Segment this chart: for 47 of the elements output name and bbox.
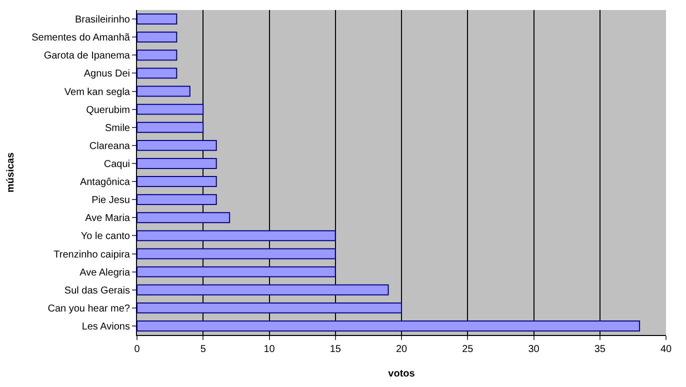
bar [137,212,230,224]
bar [137,104,204,115]
bar [137,122,204,133]
y-tick-label: Vem kan segla [64,86,130,98]
y-tick-label: Ave Maria [85,213,130,224]
y-tick-label: Caqui [104,158,130,170]
x-tick-label: 10 [264,344,276,355]
bar [137,248,336,260]
bar [137,302,402,314]
bar [137,230,336,242]
y-tick-label: Clareana [89,140,130,152]
bar [137,14,178,24]
bar [137,194,217,206]
bar [137,68,178,79]
x-tick-label: 35 [594,344,606,355]
y-axis-title: músicas [6,152,17,193]
y-tick-label: Ave Alegria [80,267,130,278]
y-tick-label: Yo le canto [80,231,130,242]
x-tick-label: 15 [330,344,342,355]
bar [137,176,217,187]
bar [137,140,217,151]
y-tick-label: Smile [104,122,130,134]
x-tick-label: 25 [462,344,474,355]
y-tick-label: Garota de Ipanema [44,50,130,62]
y-tick-label: Trenzinho caipira [54,249,130,260]
y-tick-label: Querubim [86,104,130,116]
x-tick-label: 20 [396,344,408,355]
x-tick-label: 30 [528,344,540,355]
x-tick-label: 40 [660,344,672,355]
bar [137,266,336,278]
y-tick-label: Brasileirinho [74,14,130,26]
y-tick-label: Antagônica [80,177,130,188]
y-tick-label: Sul das Gerais [64,285,130,296]
x-axis-title: votos [388,368,416,380]
y-tick-label: Les Avions [82,321,130,332]
bar [137,32,178,43]
bar [137,320,640,332]
x-tick-label: 5 [200,344,206,355]
y-tick-label: Can you hear me? [48,303,130,314]
x-tick-label: 0 [134,344,140,355]
y-tick-label: Sementes do Amanhã [32,32,130,44]
y-tick-label: Pie Jesu [92,195,130,206]
bar [137,50,178,61]
bar [137,158,217,169]
bar [137,86,190,97]
y-tick-label: Agnus Dei [84,68,130,80]
bar [137,284,389,296]
